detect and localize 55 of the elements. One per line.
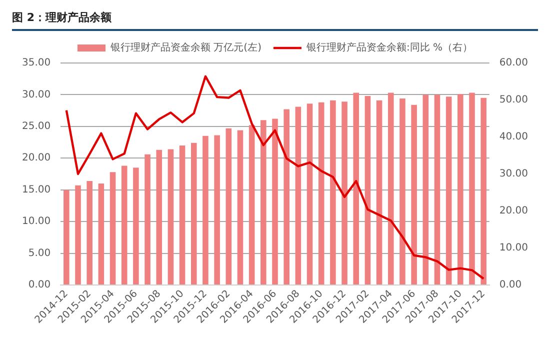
- bar: [237, 130, 244, 284]
- bar: [342, 102, 348, 284]
- bar: [295, 106, 302, 284]
- bar: [411, 104, 417, 284]
- bar: [144, 154, 150, 284]
- bar: [318, 102, 324, 284]
- bar: [306, 104, 313, 284]
- y2-tick-label: 30.00: [499, 168, 528, 180]
- y-tick-label: 15.00: [22, 184, 51, 196]
- bar: [260, 120, 266, 284]
- y-tick-label: 25.00: [22, 121, 51, 132]
- y2-tick-label: 20.00: [499, 206, 528, 217]
- bar: [248, 125, 255, 284]
- bar: [458, 94, 464, 284]
- bar: [272, 118, 278, 284]
- bar: [353, 92, 360, 284]
- y2-tick-label: 50.00: [499, 94, 528, 106]
- bar: [75, 185, 81, 284]
- y2-tick-label: 0.00: [499, 280, 522, 291]
- bar: [98, 184, 104, 284]
- bar: [376, 100, 382, 284]
- bar: [168, 149, 174, 284]
- bar: [110, 172, 116, 284]
- bar: [446, 96, 452, 284]
- y-tick-label: 20.00: [22, 152, 51, 164]
- y-tick-label: 35.00: [22, 58, 51, 69]
- bar: [364, 96, 371, 284]
- y-tick-label: 10.00: [22, 216, 51, 228]
- bar: [434, 94, 440, 284]
- bar: [226, 128, 232, 284]
- bar: [388, 92, 394, 284]
- bar: [214, 135, 220, 284]
- chart-title: 图 2：理财产品余额: [11, 10, 112, 26]
- bar: [284, 109, 290, 284]
- bar: [422, 94, 429, 284]
- bar: [179, 145, 186, 284]
- bar: [86, 180, 92, 284]
- bar: [202, 136, 208, 284]
- bar: [133, 168, 139, 284]
- y-tick-label: 30.00: [22, 89, 51, 100]
- bar: [190, 142, 197, 284]
- bar: [400, 98, 406, 284]
- y2-tick-label: 60.00: [499, 58, 528, 69]
- bar: [156, 150, 162, 284]
- bar: [64, 190, 70, 284]
- bar: [121, 166, 128, 284]
- y-tick-label: 5.00: [28, 248, 51, 259]
- bar: [480, 98, 486, 284]
- legend-label: 银行理财产品资金余额 万亿元(左): [109, 42, 262, 54]
- y2-tick-label: 40.00: [499, 132, 528, 143]
- legend-label: 银行理财产品资金余额:同比 %（右）: [305, 42, 473, 54]
- bar: [330, 100, 336, 284]
- bar: [469, 92, 475, 284]
- y-tick-label: 0.00: [28, 280, 51, 291]
- y2-tick-label: 10.00: [499, 242, 528, 254]
